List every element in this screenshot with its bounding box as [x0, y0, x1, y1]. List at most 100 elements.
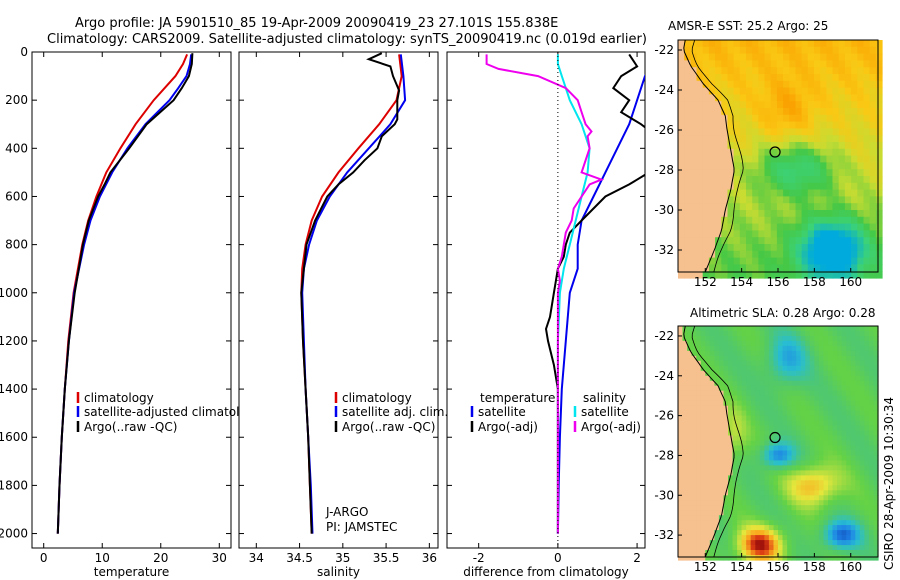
map-sla-cell [809, 475, 815, 481]
map-sst-cell [770, 108, 778, 116]
map-sla-cell [755, 360, 761, 367]
map-sst-cell [684, 142, 691, 150]
map-sst-cell [746, 87, 753, 95]
map-sla-cell [778, 545, 784, 551]
map-sst-cell [863, 237, 871, 245]
map-sla-cell [859, 525, 865, 531]
map-sla-cell [737, 425, 743, 432]
map-sst-cell [739, 87, 747, 95]
map-sla-cell [705, 535, 711, 541]
map-sst-cell [690, 210, 698, 218]
map-sst-cell [807, 237, 815, 245]
map-sla-cell [687, 370, 693, 377]
map-sla-cell [837, 550, 843, 556]
map-sla-cell [678, 440, 684, 447]
map-sst-cell [820, 60, 827, 68]
map-sla-cell [846, 400, 852, 407]
map-sla-ytick-label: -28 [654, 448, 674, 462]
map-sla-ytick-label: -30 [654, 488, 674, 502]
map-sla-cell [864, 365, 870, 372]
map-sst-cell [776, 189, 784, 197]
map-sla-cell [837, 525, 843, 531]
map-sla-cell [828, 510, 834, 516]
map-sla-cell [855, 515, 861, 521]
map-sla-cell [759, 390, 765, 397]
map-sla-cell [714, 425, 720, 432]
map-sst-cell [764, 250, 772, 259]
map-sla-cell [700, 515, 706, 521]
map-sla-cell [828, 336, 834, 342]
map-sla-cell [741, 550, 747, 556]
map-sla-cell [759, 540, 765, 546]
map-sst-cell [739, 114, 747, 123]
map-sla-cell [796, 340, 802, 347]
map-sst-cell [807, 101, 815, 109]
map-sla-cell [682, 415, 688, 422]
map-sst-cell [820, 189, 827, 197]
map-sla-cell [818, 535, 824, 541]
map-sla-cell [723, 375, 729, 382]
map-sst-cell [715, 257, 722, 265]
map-sst-cell [715, 87, 722, 95]
map-sla-cell [814, 490, 820, 496]
map-sst-cell [733, 67, 741, 75]
map-sla-cell [846, 555, 852, 561]
map-sla-cell [728, 340, 734, 347]
map-sst-cell [746, 155, 753, 163]
map-sla-cell [832, 555, 838, 561]
map-sla-cell [746, 515, 752, 521]
map-sla-cell [868, 530, 874, 536]
map-sla-cell [691, 390, 697, 397]
map-sst-cell [844, 53, 852, 61]
map-sst-cell [746, 114, 753, 123]
map-sla-cell [828, 345, 834, 352]
map-sst-cell [863, 230, 871, 238]
map-sla-cell [678, 470, 684, 476]
map-sst-cell [783, 264, 790, 272]
map-sst-cell [770, 237, 778, 245]
map-sla-cell [837, 395, 843, 402]
map-sst-cell [770, 250, 778, 259]
map-sla-cell [682, 495, 688, 501]
map-sla-cell [796, 395, 802, 402]
map-sla-cell [709, 515, 715, 521]
map-sst-cell [789, 196, 797, 204]
map-sla-cell [805, 355, 811, 362]
map-sst-cell [783, 196, 790, 204]
map-sla-cell [750, 390, 756, 397]
map-sla-cell [759, 500, 765, 506]
map-sla-cell [687, 350, 693, 357]
map-sst-cell [752, 189, 759, 197]
map-sst-cell [844, 101, 852, 109]
map-sla-cell [768, 390, 774, 397]
map-sla-cell [773, 505, 779, 511]
map-sla-cell [705, 380, 711, 387]
map-sst-cell [814, 101, 821, 109]
map-sla-cell [846, 410, 852, 417]
map-sst-cell [838, 189, 846, 197]
map-sst-cell [764, 182, 772, 191]
map-sla-cell [805, 510, 811, 516]
map-sla-cell [718, 385, 724, 392]
map-sla-cell [787, 415, 793, 422]
map-sla-cell [868, 455, 874, 461]
map-sst-cell [764, 223, 772, 231]
map-sst-cell [857, 101, 865, 109]
map-sla-cell [800, 435, 806, 442]
map-sst-cell [863, 169, 871, 177]
map-sla-cell [718, 326, 724, 332]
map-sla-cell [868, 420, 874, 427]
map-sst-cell [801, 148, 809, 157]
map-sla-cell [837, 510, 843, 516]
map-sst-cell [869, 244, 877, 252]
map-sla-cell [700, 505, 706, 511]
map-sla-cell [850, 375, 856, 382]
map-sla-cell [805, 365, 811, 372]
map-sla-cell [691, 440, 697, 447]
map-sla-cell [682, 465, 688, 471]
map-sla-cell [814, 385, 820, 392]
map-sla-cell [705, 345, 711, 352]
map-sla-cell [696, 510, 702, 516]
map-sst-cell [783, 80, 790, 89]
map-sla-cell [873, 410, 879, 417]
